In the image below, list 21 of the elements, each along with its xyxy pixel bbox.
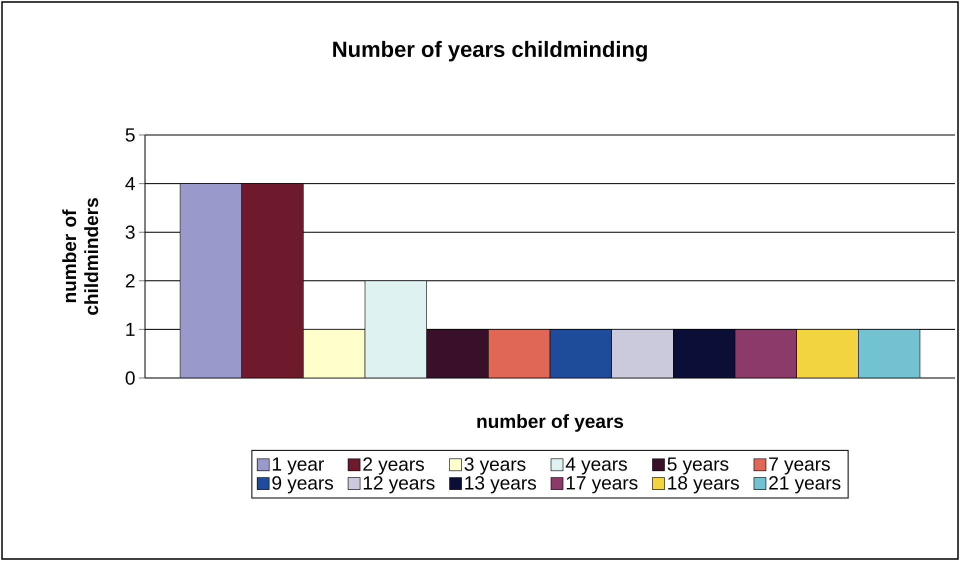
legend-label: 13 years [465,476,536,494]
y-tick-label: 4 [125,177,135,190]
legend-label: 12 years [364,476,435,494]
legend-label: 9 years [272,476,334,494]
y-tick-label: 1 [126,322,135,336]
legend-label: 5 years [668,458,728,475]
y-tick-label: 2 [126,274,135,288]
legend-label: 18 years [668,476,739,494]
legend-label: 3 years [464,457,526,475]
legend-label: 7 years [769,458,830,475]
y-tick-label: 3 [126,225,135,239]
legend-label: 4 years [566,458,627,475]
y-axis-title: number of childminders [62,198,98,315]
y-tick-label: 5 [126,128,135,142]
legend-label: 2 years [363,457,424,475]
y-tick-label: 0 [126,371,135,385]
chart-title: Number of years childminding [333,40,647,62]
legend-label: 17 years [566,476,638,494]
legend-label: 21 years [769,476,840,494]
legend-label: 1 year [272,458,324,475]
x-axis-title: number of years [477,414,624,432]
